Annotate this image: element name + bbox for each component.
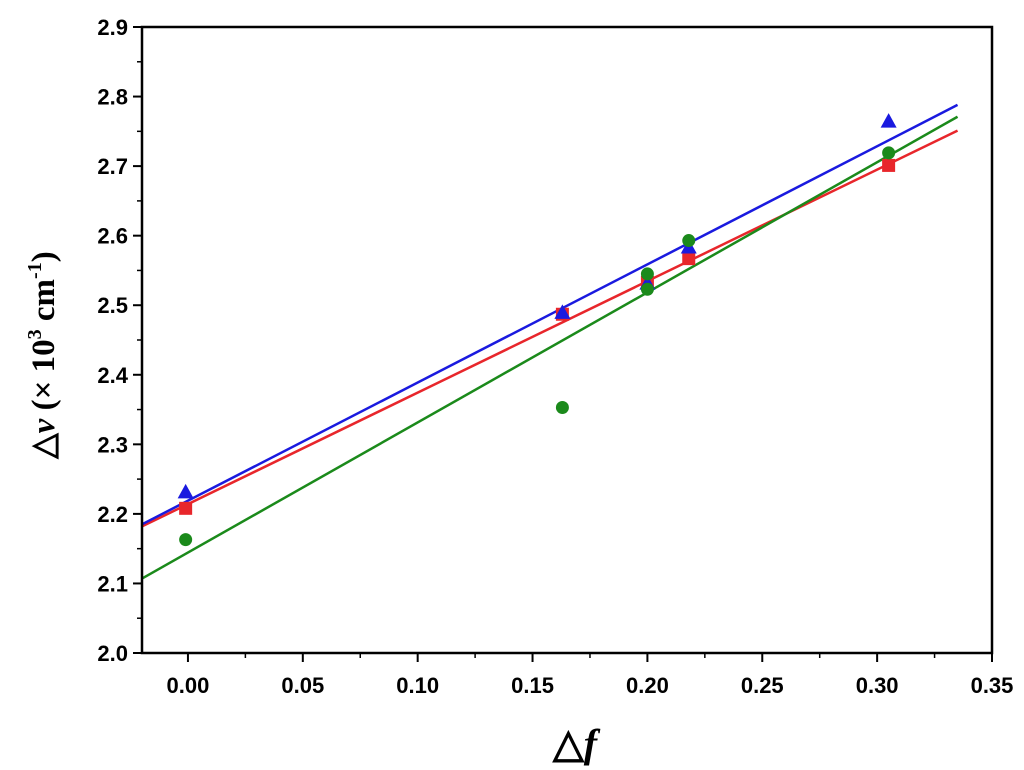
- green-circle-point: [179, 533, 193, 547]
- y-tick-label: 2.6: [97, 224, 128, 249]
- green-circle-point: [555, 400, 569, 414]
- y-axis-title-delta: △: [26, 432, 62, 460]
- x-tick-label: 0.20: [626, 673, 669, 698]
- red-square-point: [682, 252, 696, 266]
- y-tick-label: 2.1: [97, 571, 128, 596]
- green-circle-point: [640, 267, 654, 281]
- y-tick-label: 2.0: [97, 641, 128, 666]
- x-tick-label: 0.30: [856, 673, 899, 698]
- y-axis-title: △v (× 103 cm-1): [24, 251, 62, 459]
- y-tick-label: 2.7: [97, 154, 128, 179]
- y-axis-title-unit-b: cm: [26, 279, 62, 329]
- x-axis-title-var: f: [584, 721, 601, 766]
- x-tick-label: 0.05: [281, 673, 324, 698]
- y-axis-ticks: [133, 26, 142, 654]
- y-axis-tick-labels: 2.0 2.1 2.2 2.3 2.4 2.5 2.6 2.7 2.8 2.9: [97, 15, 128, 666]
- green-circle-point: [882, 146, 896, 160]
- x-axis-title-delta: △: [552, 721, 585, 766]
- y-tick-label: 2.5: [97, 293, 128, 318]
- blue-triangle-point: [554, 304, 571, 319]
- y-axis-title-sup-a: 3: [24, 329, 46, 339]
- y-axis-title-sup-b: -1: [24, 262, 46, 279]
- x-axis-tick-labels: 0.00 0.05 0.10 0.15 0.20 0.25 0.30 0.35: [167, 673, 1014, 698]
- blue-fit-line: [141, 103, 959, 526]
- y-axis-title-close: ): [26, 251, 62, 262]
- green-circle-point: [640, 282, 654, 296]
- y-axis-title-var: v: [26, 418, 62, 433]
- data-markers: [177, 113, 897, 547]
- blue-triangle-point: [177, 483, 194, 499]
- red-fit-line: [141, 129, 959, 528]
- x-tick-label: 0.10: [396, 673, 439, 698]
- y-tick-label: 2.3: [97, 432, 128, 457]
- y-tick-label: 2.8: [97, 85, 128, 110]
- red-square-point: [882, 158, 896, 172]
- plot-frame: [140, 25, 994, 655]
- y-tick-label: 2.2: [97, 502, 128, 527]
- x-axis-title: △f: [552, 721, 601, 766]
- red-square-point: [179, 501, 193, 515]
- x-tick-label: 0.35: [971, 673, 1014, 698]
- green-fit-line: [141, 115, 959, 580]
- fit-lines: [141, 103, 959, 580]
- y-axis-title-unit-a: (× 10: [26, 339, 62, 418]
- x-axis-ticks: [186, 653, 993, 662]
- y-tick-label: 2.4: [97, 363, 128, 388]
- y-tick-label: 2.9: [97, 15, 128, 40]
- x-tick-label: 0.00: [167, 673, 210, 698]
- x-tick-label: 0.15: [511, 673, 554, 698]
- blue-triangle-point: [880, 113, 897, 128]
- green-circle-point: [682, 234, 696, 248]
- x-tick-label: 0.25: [741, 673, 784, 698]
